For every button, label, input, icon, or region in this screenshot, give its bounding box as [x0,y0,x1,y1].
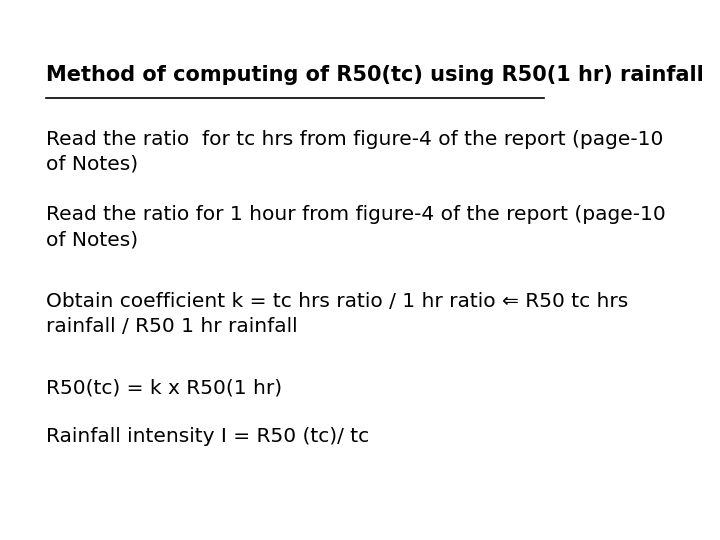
Text: Obtain coefficient k = tc hrs ratio / 1 hr ratio ⇐ R50 tc hrs
rainfall / R50 1 h: Obtain coefficient k = tc hrs ratio / 1 … [46,292,629,335]
Text: Method of computing of R50(tc) using R50(1 hr) rainfall: Method of computing of R50(tc) using R50… [46,65,703,85]
Text: Rainfall intensity I = R50 (tc)/ tc: Rainfall intensity I = R50 (tc)/ tc [46,427,369,446]
Text: R50(tc) = k x R50(1 hr): R50(tc) = k x R50(1 hr) [46,378,282,397]
Text: Read the ratio for 1 hour from figure-4 of the report (page-10
of Notes): Read the ratio for 1 hour from figure-4 … [46,205,666,249]
Text: Read the ratio  for tc hrs from figure-4 of the report (page-10
of Notes): Read the ratio for tc hrs from figure-4 … [46,130,663,173]
